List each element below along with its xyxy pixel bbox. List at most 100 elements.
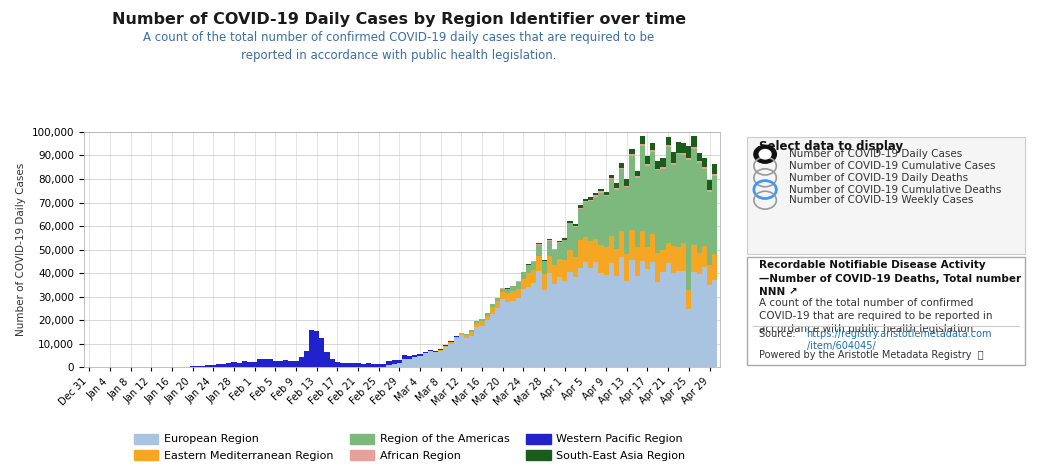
Text: Source:: Source: — [759, 329, 799, 339]
Bar — [625, 179, 629, 186]
Bar — [454, 337, 459, 339]
Bar — [634, 178, 639, 247]
Bar — [634, 176, 639, 178]
Bar — [180, 366, 185, 367]
Bar — [620, 163, 625, 168]
Bar — [510, 286, 516, 291]
Bar — [676, 142, 681, 153]
Bar — [598, 188, 604, 191]
Bar — [583, 202, 588, 237]
Bar — [247, 362, 252, 367]
Bar — [510, 291, 516, 301]
Bar — [660, 158, 666, 167]
Bar — [542, 261, 547, 274]
Bar — [639, 136, 645, 144]
Bar — [418, 356, 422, 367]
Bar — [593, 196, 598, 239]
Bar — [588, 268, 593, 367]
Bar — [629, 149, 634, 154]
Bar — [650, 151, 655, 152]
Bar — [537, 244, 542, 256]
Bar — [707, 190, 712, 192]
Bar — [598, 193, 604, 245]
Bar — [676, 271, 681, 367]
Bar — [433, 352, 438, 367]
Bar — [469, 332, 475, 336]
Bar — [572, 227, 578, 257]
Bar — [293, 361, 298, 367]
Bar — [407, 356, 413, 358]
Bar — [516, 299, 521, 367]
Bar — [660, 250, 666, 272]
Bar — [629, 156, 634, 230]
Bar — [252, 362, 257, 367]
Bar — [692, 245, 696, 272]
Bar — [692, 136, 696, 147]
Bar — [226, 363, 231, 367]
Text: Number of COVID-19 Daily Deaths: Number of COVID-19 Daily Deaths — [789, 173, 968, 183]
Bar — [701, 246, 707, 267]
Bar — [614, 190, 620, 250]
Bar — [578, 268, 583, 367]
Bar — [687, 309, 692, 367]
Bar — [443, 345, 448, 346]
Bar — [604, 196, 609, 247]
Bar — [242, 361, 247, 367]
Bar — [397, 363, 402, 367]
Bar — [500, 292, 505, 299]
Bar — [645, 247, 650, 268]
Bar — [185, 366, 190, 367]
Bar — [556, 277, 562, 367]
Bar — [556, 259, 562, 277]
Bar — [330, 358, 335, 367]
Bar — [386, 365, 392, 367]
Bar — [454, 336, 459, 337]
Bar — [593, 262, 598, 367]
Bar — [604, 195, 609, 196]
Bar — [547, 241, 552, 256]
Bar — [598, 191, 604, 193]
Bar — [309, 330, 314, 367]
Bar — [712, 176, 717, 253]
Bar — [604, 247, 609, 275]
Bar — [696, 161, 701, 162]
Bar — [681, 153, 687, 155]
Bar — [547, 273, 552, 367]
Bar — [211, 365, 216, 367]
Bar — [687, 290, 692, 309]
Bar — [609, 263, 614, 367]
Bar — [340, 364, 345, 367]
Text: Number of COVID-19 Cumulative Deaths: Number of COVID-19 Cumulative Deaths — [789, 185, 1001, 195]
Text: Number of COVID-19 Weekly Cases: Number of COVID-19 Weekly Cases — [789, 195, 973, 205]
Bar — [593, 239, 598, 262]
Bar — [625, 187, 629, 254]
Bar — [583, 201, 588, 202]
Bar — [355, 363, 360, 367]
Bar — [556, 241, 562, 243]
Bar — [650, 234, 655, 262]
Bar — [650, 152, 655, 234]
Bar — [701, 167, 707, 169]
Bar — [402, 356, 407, 358]
Bar — [655, 253, 660, 282]
Bar — [547, 239, 552, 240]
Bar — [556, 243, 562, 259]
Bar — [681, 243, 687, 271]
Bar — [257, 359, 262, 367]
Bar — [438, 351, 443, 367]
Bar — [236, 363, 242, 367]
Bar — [655, 161, 660, 169]
Circle shape — [754, 145, 776, 163]
Bar — [645, 156, 650, 164]
Bar — [666, 147, 671, 243]
Bar — [495, 308, 500, 367]
Bar — [625, 281, 629, 367]
Bar — [402, 358, 407, 367]
Bar — [681, 155, 687, 243]
Bar — [567, 250, 572, 272]
Bar — [448, 342, 454, 344]
Bar — [660, 167, 666, 169]
Bar — [464, 334, 469, 335]
Y-axis label: Number of COVID-19 Daily Cases: Number of COVID-19 Daily Cases — [16, 163, 26, 336]
Bar — [671, 273, 676, 367]
